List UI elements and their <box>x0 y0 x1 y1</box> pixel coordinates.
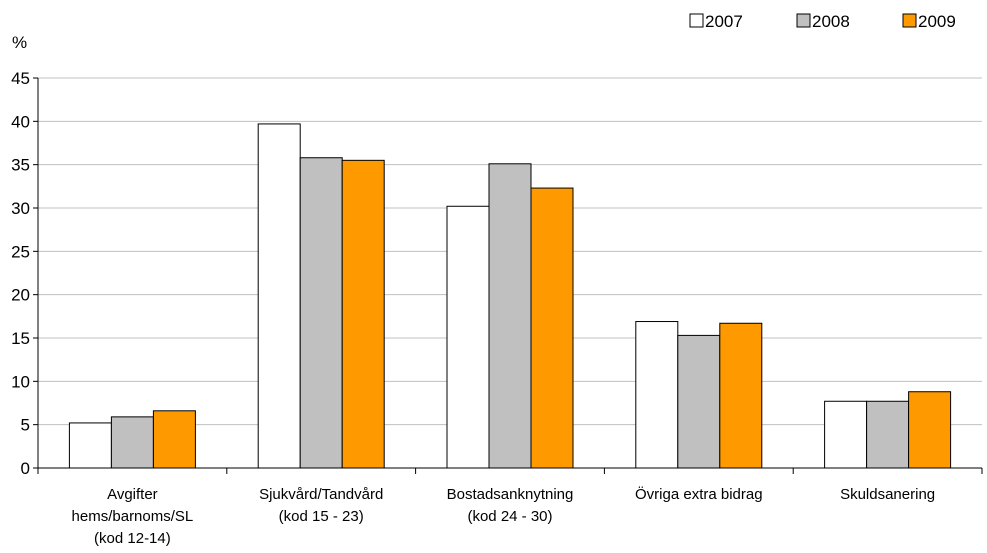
x-category-label: Bostadsanknytning <box>447 486 574 503</box>
bar-2008 <box>677 334 721 469</box>
legend-label-2007: 2007 <box>705 12 743 31</box>
y-tick-label: 40 <box>11 112 30 131</box>
bar-2009 <box>908 391 952 469</box>
bar-2007 <box>446 205 490 469</box>
x-category-label: (kod 15 - 23) <box>279 508 364 525</box>
bar-2009 <box>719 322 763 469</box>
x-category-label: Avgifter <box>107 486 158 503</box>
y-tick-label: 20 <box>11 286 30 305</box>
bar-2009 <box>152 410 196 469</box>
legend-swatch-2009 <box>902 13 917 28</box>
y-tick-label: 45 <box>11 69 30 88</box>
bar-2007 <box>824 400 868 469</box>
bar-2007 <box>635 321 679 469</box>
y-axis-unit-label: % <box>12 33 27 52</box>
y-tick-label: 0 <box>21 459 30 478</box>
bar-2008 <box>866 400 910 469</box>
bar-2007 <box>68 422 112 469</box>
bar-2009 <box>341 159 385 469</box>
x-category-label: (kod 12-14) <box>94 530 171 547</box>
legend-swatch-2008 <box>796 13 811 28</box>
y-tick-label: 10 <box>11 372 30 391</box>
x-category-label: Övriga extra bidrag <box>635 485 763 503</box>
x-category-label: hems/barnoms/SL <box>72 508 194 525</box>
y-tick-label: 30 <box>11 199 30 218</box>
bar-2008 <box>110 416 154 469</box>
x-category-label: (kod 24 - 30) <box>467 508 552 525</box>
bar-2008 <box>488 163 532 469</box>
y-tick-label: 35 <box>11 156 30 175</box>
axes-group: 0 5 10 15 20 25 30 35 40 45 Avgifter hems/barnoms/S… <box>11 69 983 547</box>
x-category-label: Sjukvård/Tandvård <box>259 486 383 503</box>
bars-group <box>68 123 952 469</box>
bar-2009 <box>530 187 574 469</box>
legend-label-2008: 2008 <box>812 12 850 31</box>
y-tick-label: 25 <box>11 242 30 261</box>
legend-swatch-2007 <box>689 13 704 28</box>
y-tick-label: 15 <box>11 329 30 348</box>
x-category-label: Skuldsanering <box>840 486 935 503</box>
legend: 2007 2008 2009 <box>689 12 956 31</box>
bar-2008 <box>299 157 343 469</box>
y-tick-label: 5 <box>21 416 30 435</box>
bar-2007 <box>257 123 301 469</box>
legend-label-2009: 2009 <box>918 12 956 31</box>
